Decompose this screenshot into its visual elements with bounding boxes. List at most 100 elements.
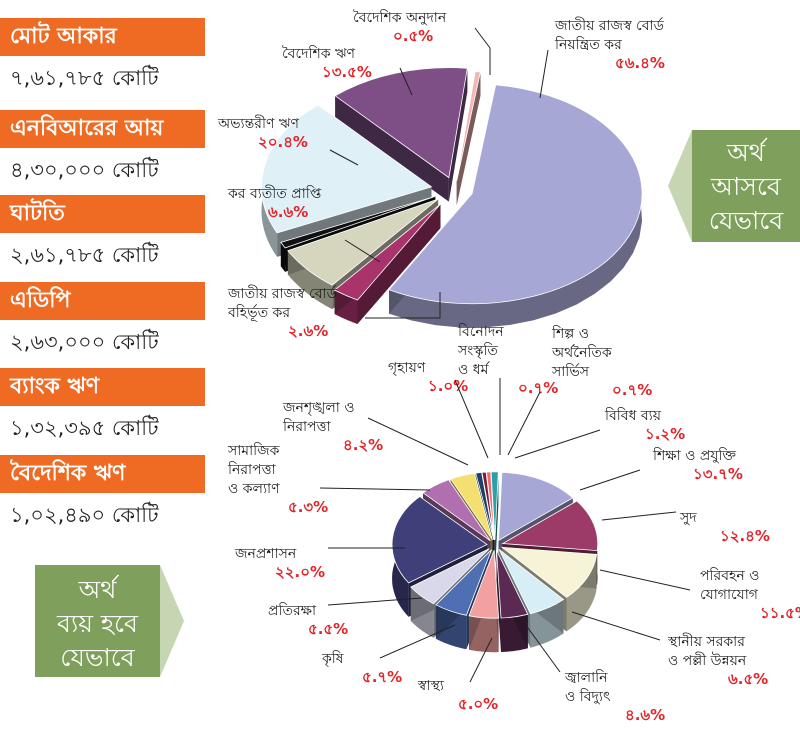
summary-bank-loan: ব্যাংক ঋণ ১,৩২,৩৯৫ কোটি (0, 368, 205, 446)
summary-value: ২,৬৩,০০০ কোটি (10, 330, 159, 354)
leader-line (507, 391, 541, 456)
leader-line (367, 417, 469, 466)
pie-slice-wall (456, 72, 481, 205)
slice-percent-label: ৫.৩% (288, 498, 328, 516)
pie-slice (498, 549, 565, 615)
slice-percent-label: ২০.৪% (258, 133, 308, 151)
slice-percent-label: ৪.৬% (625, 706, 665, 724)
leader-line (571, 611, 661, 641)
pie-slice (468, 550, 500, 619)
slice-label: অর্থনৈতিক (551, 344, 612, 361)
slice-label: কর ব্যতীত প্রাপ্তি (227, 185, 322, 202)
slice-label: শিক্ষা ও প্রযুক্তি (652, 447, 736, 464)
summary-adp: এডিপি ২,৬৩,০০০ কোটি (0, 282, 205, 360)
slice-label: জাতীয় রাজস্ব বোর্ড (554, 17, 665, 34)
slice-label: বৈদেশিক ঋণ (282, 45, 356, 62)
leader-line (579, 469, 641, 491)
leader-line (601, 511, 677, 521)
slice-label: বিবিধ ব্যয় (604, 407, 662, 424)
summary-value: ১,৩২,৩৯৫ কোটি (10, 416, 159, 440)
pie-slice-wall (335, 95, 449, 202)
slice-label: ও বিদ্যুৎ (565, 688, 610, 705)
leader-line (327, 597, 423, 606)
slice-label: সার্ভিস (551, 363, 590, 380)
summary-value: ১,০২,৪৯০ কোটি (10, 503, 159, 527)
pie-slice (410, 548, 490, 605)
pie-slice (496, 549, 529, 619)
pie-slice (333, 203, 441, 301)
pie-slice (490, 471, 499, 540)
pie-slice (450, 472, 493, 541)
slice-label: জনপ্রশাসন (234, 546, 297, 562)
banner-line: অর্থ (727, 138, 765, 167)
leader-line (539, 49, 549, 99)
pie-slice-wall (448, 68, 468, 202)
leader-line (514, 429, 601, 459)
summary-nbr-income: এনবিআরের আয় ৪,৩০,০০০ কোটি (0, 110, 205, 188)
slice-percent-label: ১৩.৭% (693, 465, 743, 483)
slice-label: জ্বালানি (564, 669, 608, 686)
pie-slice (501, 500, 599, 552)
leader-line (329, 149, 359, 166)
slice-percent-label: ১১.৫% (760, 604, 800, 622)
slice-label: সংস্কৃতি (457, 342, 498, 359)
leader-line (319, 487, 431, 491)
pie-slice (280, 195, 436, 249)
slice-percent-label: ৬.৬% (268, 203, 308, 221)
expense-pie-chart: শিক্ষা ও প্রযুক্তি১৩.৭% সুদ ১২.৪% পরিবহন ও য… (227, 323, 800, 724)
slice-label: বিনোদন (457, 323, 504, 340)
summary-deficit: ঘাটতি ২,৬১,৭৮৫ কোটি (0, 195, 205, 273)
pie-slice (388, 84, 643, 305)
leader-line (527, 627, 561, 673)
banner-line: অর্থ (78, 575, 117, 604)
income-banner-arrow (668, 130, 692, 242)
slice-label: শিল্প ও (551, 325, 589, 342)
pie-slice-wall (496, 550, 501, 653)
leader-line (365, 292, 441, 319)
leader-line (469, 637, 493, 683)
summary-total-size: মোট আকার ৭,৬১,৭৮৫ কোটি (0, 18, 205, 96)
pie-slice-wall (494, 471, 499, 574)
pie-slice (486, 471, 495, 540)
pie-slice (500, 546, 598, 598)
slice-percent-label: ০.৭% (612, 381, 652, 399)
slice-label: স্বাস্থ্য (417, 678, 445, 694)
slice-percent-label: ৫.৭% (362, 668, 402, 686)
slice-percent-label: ৫.৫% (308, 620, 348, 638)
pie-slice (422, 479, 491, 542)
pie-slice (261, 104, 433, 234)
slice-percent-label: ১২.৪% (720, 527, 770, 545)
pie-labels: শিক্ষা ও প্রযুক্তি১৩.৭% সুদ ১২.৪% পরিবহন ও য… (227, 323, 800, 724)
banner-line: আসবে (711, 172, 781, 201)
slice-label: নিরাপত্তা (282, 418, 332, 435)
slice-label: ও ধর্ম (458, 361, 491, 378)
slice-percent-label: ৪.২% (343, 436, 383, 454)
slice-percent-label: ৬.৫% (728, 670, 768, 688)
slice-label: গৃহায়ণ (388, 360, 426, 376)
summary-value: ৪,৩০,০০০ কোটি (10, 158, 159, 182)
slice-percent-label: ১৩.৫% (322, 63, 372, 81)
slice-label: নিয়ন্ত্রিত কর (554, 36, 622, 53)
slice-label: ও পল্লী উন্নয়ন (668, 652, 747, 669)
leader-line (599, 569, 691, 591)
income-banner: অর্থ আসবে যেভাবে (692, 130, 800, 242)
pie-tops (261, 67, 643, 305)
slice-label: যোগাযোগ (700, 587, 759, 603)
slice-percent-label: ২২.০% (275, 563, 325, 581)
leader-line (454, 379, 489, 459)
slice-label: বৈদেশিক অনুদান (353, 9, 447, 26)
pie-slice-side (389, 84, 642, 328)
pie-slice (498, 471, 574, 542)
pie-slice (334, 67, 468, 179)
summary-label: এনবিআরের আয় (0, 110, 205, 148)
slice-label: সুদ (679, 510, 697, 526)
expense-banner-arrow (160, 565, 184, 677)
summary-label: ঘাটতি (0, 195, 205, 233)
banner-line: যেভাবে (60, 643, 135, 672)
pie-slice (391, 496, 488, 584)
slice-percent-label: ০.৭% (518, 379, 558, 397)
slice-label: জনশৃঙ্খলা ও (282, 400, 355, 416)
slice-percent-label: ২.৬% (288, 322, 328, 340)
